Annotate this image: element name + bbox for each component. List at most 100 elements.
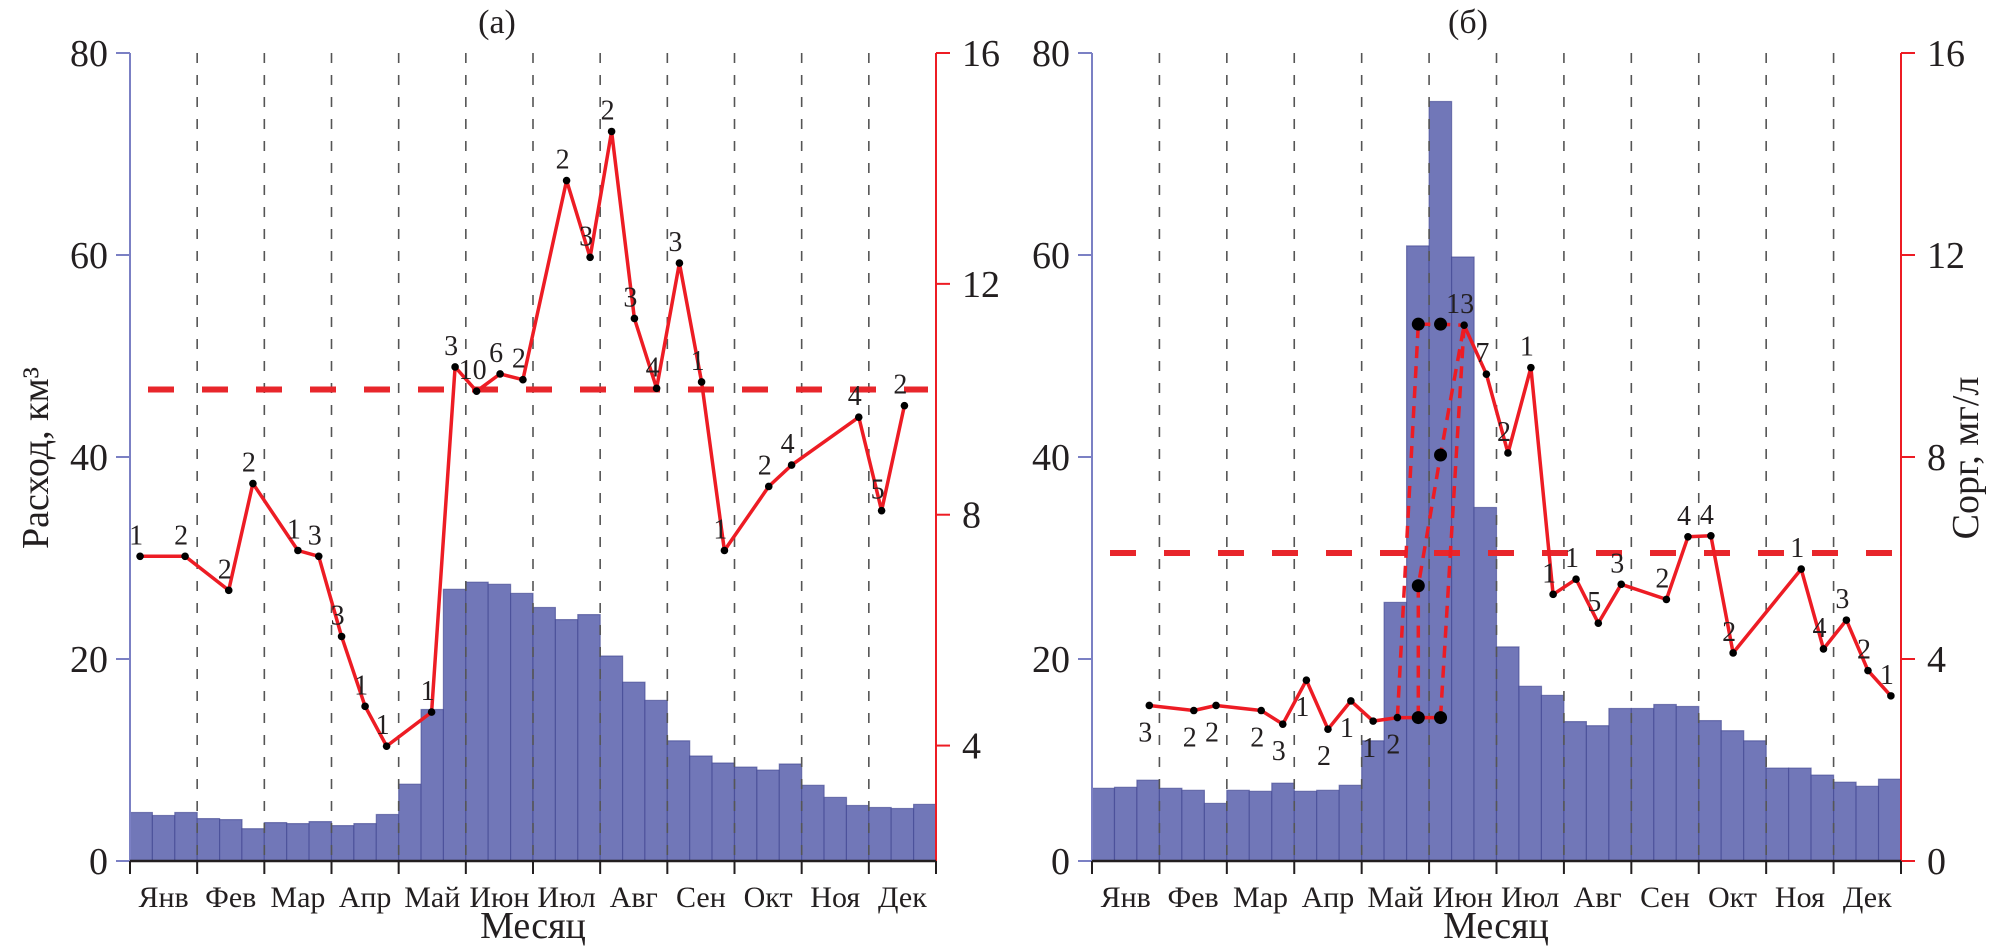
data-point [1145, 701, 1154, 710]
point-label: 1 [1880, 660, 1894, 691]
data-point [1842, 616, 1851, 624]
data-point [451, 363, 459, 371]
bar [1226, 789, 1250, 862]
left-tick-label: 80 [1032, 33, 1070, 75]
right-tick-label: 4 [962, 726, 981, 768]
data-point [294, 546, 302, 555]
data-point [1347, 697, 1355, 705]
data-point [1594, 619, 1603, 627]
data-point [1324, 725, 1332, 733]
point-label: 2 [1497, 417, 1511, 448]
data-point [496, 370, 504, 378]
bar [1630, 707, 1655, 862]
bar [868, 806, 892, 862]
data-point [1278, 720, 1287, 728]
bar [823, 796, 848, 862]
bar [1203, 802, 1228, 862]
bar [1136, 779, 1161, 862]
point-label: 4 [848, 381, 862, 412]
data-point [1617, 580, 1626, 589]
point-label: 1 [1542, 558, 1556, 589]
bar [219, 818, 243, 862]
bar [129, 811, 153, 862]
data-point [249, 479, 257, 488]
point-label: 4 [1677, 501, 1691, 532]
bar [689, 755, 713, 862]
point-label: 1 [691, 346, 705, 377]
right-tick-label: 16 [962, 33, 1000, 75]
data-point [1527, 363, 1535, 372]
dashed-link [1438, 325, 1466, 718]
data-point [854, 413, 863, 421]
bar [1473, 506, 1498, 862]
data-point [652, 384, 661, 393]
bar [1248, 790, 1273, 862]
bar [1495, 646, 1520, 862]
data-point [1797, 565, 1806, 573]
point-label: 2 [1722, 617, 1736, 648]
bar [286, 822, 310, 862]
bar [1877, 778, 1902, 862]
panel-a-xlabel: Месяц [480, 905, 586, 947]
data-point [382, 742, 391, 750]
x-tick-label: Ноя [810, 881, 860, 914]
x-tick-label: Июн [469, 881, 529, 914]
data-point [1189, 706, 1198, 715]
bar [398, 783, 422, 862]
panel-a-title: (а) [478, 4, 516, 41]
x-tick-label: Окт [744, 881, 793, 914]
x-tick-label: Дек [878, 881, 927, 914]
data-point [787, 461, 796, 469]
data-point [607, 127, 616, 136]
point-label: 3 [579, 221, 593, 252]
point-label: 2 [1655, 563, 1669, 594]
point-label: 3 [444, 331, 458, 362]
data-point [472, 387, 481, 396]
point-label: 3 [308, 520, 322, 551]
right-tick-label: 0 [1927, 841, 1946, 883]
point-label: 13 [1446, 289, 1474, 320]
bar [1675, 705, 1700, 862]
bar [845, 804, 870, 862]
point-label: 2 [1183, 723, 1197, 754]
data-point [1414, 713, 1423, 722]
big-point [1411, 579, 1425, 593]
bar [756, 769, 780, 862]
bar [1158, 787, 1183, 862]
point-label: 2 [512, 344, 526, 375]
bar [330, 824, 355, 862]
point-label: 10 [459, 355, 487, 386]
point-label: 3 [1610, 548, 1624, 579]
bar [353, 822, 377, 862]
right-tick-label: 4 [1927, 639, 1946, 681]
panel-b-ylabel-right: Cорг, мг/л [1945, 377, 1987, 540]
bar [263, 821, 288, 862]
bar [577, 613, 601, 862]
x-tick-label: Дек [1843, 881, 1892, 914]
data-point [136, 552, 144, 561]
bar [1293, 790, 1318, 862]
data-point [1369, 717, 1377, 725]
left-tick-label: 60 [70, 235, 108, 277]
right-tick-label: 16 [1927, 33, 1965, 75]
left-tick-label: 20 [1032, 639, 1070, 681]
bar [599, 655, 624, 862]
point-label: 2 [218, 554, 232, 585]
x-tick-label: Апр [1302, 881, 1355, 914]
point-label: 1 [376, 710, 390, 741]
x-tick-label: Янв [138, 881, 188, 914]
left-tick-label: 40 [1032, 437, 1070, 479]
point-label: 2 [893, 370, 907, 401]
point-label: 2 [174, 520, 188, 551]
data-point [720, 546, 729, 555]
point-label: 2 [758, 450, 772, 481]
left-tick-label: 0 [89, 841, 108, 883]
big-point [1434, 448, 1448, 462]
bar [1787, 767, 1812, 862]
bar [174, 811, 198, 862]
point-label: 2 [1386, 730, 1400, 761]
data-point [877, 506, 886, 515]
